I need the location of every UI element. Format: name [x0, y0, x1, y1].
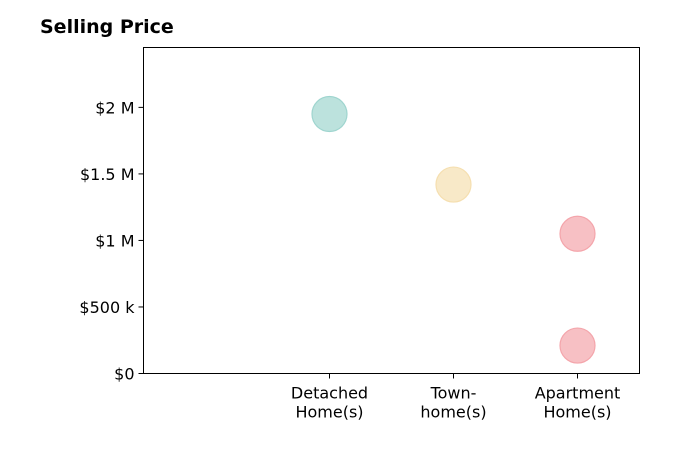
x-tick-label: Town-home(s) [420, 384, 486, 422]
y-axis: $0 $500 k $1 M $1.5 M $2 M [79, 98, 144, 384]
y-tick-label: $1 M [95, 231, 134, 250]
x-axis: Detached Home(s) Town-home(s) Apartment Home… [291, 373, 621, 422]
data-point [559, 327, 596, 364]
y-tick-label: $2 M [95, 98, 134, 117]
x-tick-label: Apartment Home(s) [535, 384, 621, 422]
y-tick-label: $500 k [79, 298, 135, 317]
plot-frame [143, 47, 640, 374]
data-point [311, 95, 348, 133]
x-tick-label: Detached Home(s) [291, 384, 368, 422]
y-tick-label: $0 [114, 365, 134, 384]
y-tick-label: $1.5 M [80, 165, 135, 184]
chart-title: Selling Price [40, 16, 174, 38]
data-point [435, 166, 472, 203]
points-layer [311, 95, 596, 364]
data-point [559, 215, 596, 252]
